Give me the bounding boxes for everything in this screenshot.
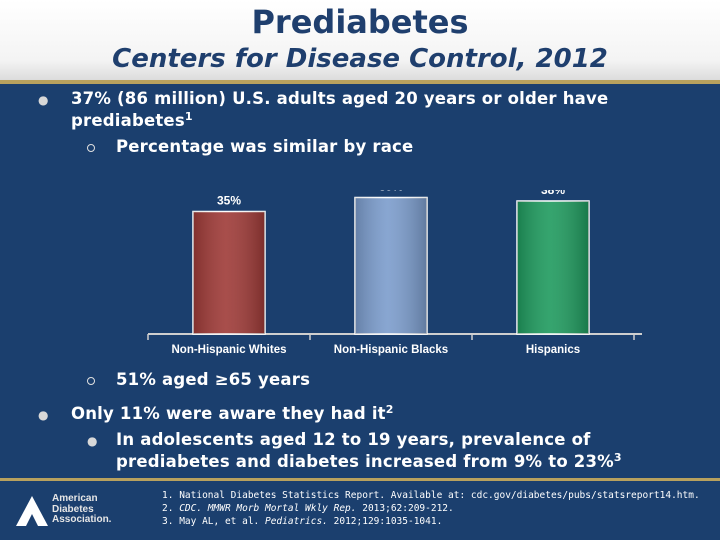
ref-sup-3: 3 — [613, 451, 622, 464]
data-label-3: 38% — [541, 190, 565, 197]
ada-logo — [16, 496, 48, 526]
logo-line-1: American — [52, 493, 98, 504]
bullet-2: Only 11% were aware they had it2 — [71, 403, 394, 425]
reference-number: 2. — [162, 503, 174, 514]
data-label-2: 39% — [379, 190, 403, 194]
bullet-1-line1: 37% (86 million) U.S. adults aged 20 yea… — [71, 89, 609, 108]
ref-sup-1: 1 — [184, 110, 193, 123]
references: 1. National Diabetes Statistics Report. … — [162, 489, 700, 528]
slide-title: Prediabetes — [251, 3, 469, 41]
logo-line-2: Diabetes — [52, 503, 94, 515]
bar-shading — [193, 211, 265, 334]
ada-triangle-icon — [16, 496, 48, 526]
data-label-1: 35% — [217, 194, 241, 208]
header-divider — [0, 80, 720, 84]
bullet-dot: ● — [38, 408, 49, 422]
sub-bullet-adolescents: In adolescents aged 12 to 19 years, prev… — [116, 429, 622, 473]
ada-logo-text: American Diabetes Association. — [52, 493, 112, 526]
reference-authors: May AL, et al. — [179, 516, 265, 527]
slide-header: Prediabetes Centers for Disease Control,… — [0, 0, 720, 80]
prevalence-bar-chart: 35% Non-Hispanic Whites 39% Non-Hispanic Bl… — [147, 190, 642, 356]
reference-number: 1. — [162, 490, 174, 501]
adolescents-line1: In adolescents aged 12 to 19 years, prev… — [116, 430, 591, 449]
sub-bullet-race: Percentage was similar by race — [116, 137, 414, 156]
ref-sup-2: 2 — [385, 403, 394, 416]
adolescents-line2: prediabetes and diabetes increased from … — [116, 452, 614, 471]
bullet-2-text: Only 11% were aware they had it — [71, 404, 386, 423]
footer-divider — [0, 478, 720, 481]
slide-subtitle: Centers for Disease Control, 2012 — [112, 44, 608, 74]
bullet-1: 37% (86 million) U.S. adults aged 20 yea… — [71, 88, 608, 132]
reference-journal: CDC. MMWR Morb Mortal Wkly Rep. — [179, 503, 357, 514]
category-label-2: Non-Hispanic Blacks — [334, 344, 448, 356]
reference-citation: 2012;129:1035-1041. — [327, 516, 443, 527]
bar-shading — [355, 197, 427, 334]
bullet-1-line2: prediabetes — [71, 111, 185, 130]
bullet-dot: ● — [87, 434, 98, 448]
sub-bullet-circle — [87, 144, 95, 152]
reference-text: National Diabetes Statistics Report. Ava… — [179, 490, 700, 501]
sub-bullet-age: 51% aged ≥65 years — [116, 370, 311, 389]
bar-shading — [517, 201, 589, 334]
reference-2: 2. CDC. MMWR Morb Mortal Wkly Rep. 2013;… — [162, 502, 700, 515]
reference-number: 3. — [162, 516, 174, 527]
category-label-3: Hispanics — [526, 344, 580, 356]
reference-journal: Pediatrics. — [264, 516, 328, 527]
category-label-1: Non-Hispanic Whites — [171, 344, 286, 356]
reference-3: 3. May AL, et al. Pediatrics. 2012;129:1… — [162, 515, 700, 528]
logo-line-3: Association. — [52, 514, 112, 525]
reference-1: 1. National Diabetes Statistics Report. … — [162, 489, 700, 502]
sub-bullet-circle — [87, 377, 95, 385]
bullet-dot: ● — [38, 93, 49, 107]
reference-citation: 2013;62:209-212. — [356, 503, 454, 514]
